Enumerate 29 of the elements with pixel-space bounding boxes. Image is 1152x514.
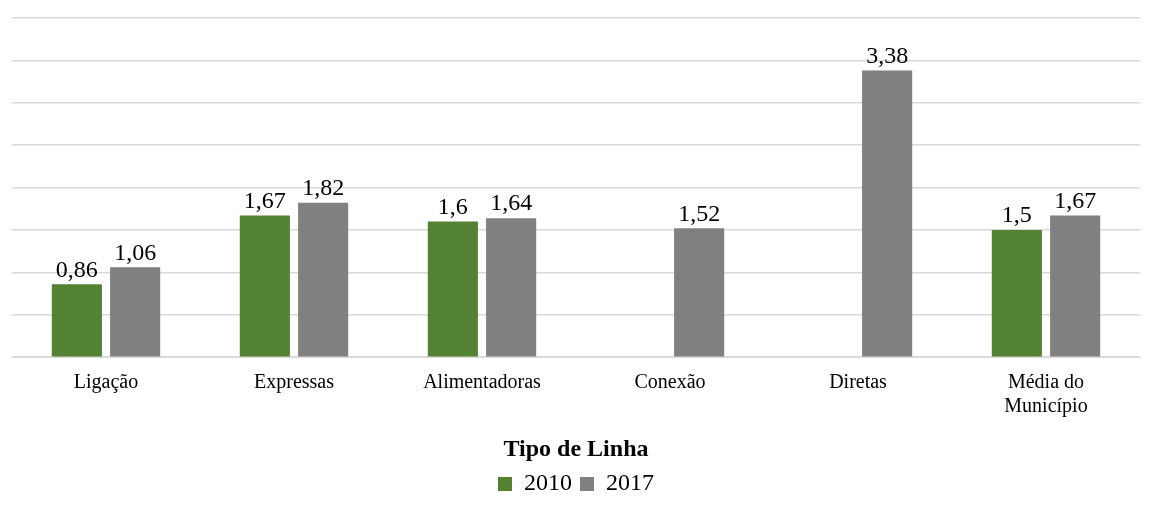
legend-label: 2017 bbox=[606, 469, 654, 496]
legend-label: 2010 bbox=[524, 469, 572, 496]
data-label: 1,82 bbox=[302, 174, 345, 201]
x-tick-label: Alimentadoras bbox=[423, 370, 542, 393]
bar bbox=[1050, 215, 1101, 357]
x-axis-title: Tipo de Linha bbox=[503, 434, 649, 461]
bar bbox=[991, 230, 1042, 357]
bar bbox=[862, 70, 913, 357]
data-label: 1,06 bbox=[114, 238, 157, 265]
x-tick-label: Média do Município bbox=[1004, 370, 1088, 418]
bar bbox=[486, 218, 537, 357]
x-tick-label: Ligação bbox=[73, 370, 139, 394]
bar bbox=[298, 202, 349, 357]
bar bbox=[110, 267, 161, 357]
bar bbox=[51, 284, 102, 357]
bar bbox=[427, 221, 478, 357]
x-tick-label: Conexão bbox=[634, 370, 706, 393]
data-label: 1,67 bbox=[243, 186, 286, 213]
x-tick-label: Expressas bbox=[254, 370, 335, 394]
bar bbox=[674, 228, 725, 357]
data-label: 3,38 bbox=[866, 41, 909, 68]
x-tick-label: Diretas bbox=[829, 370, 888, 393]
bar bbox=[239, 215, 290, 357]
data-label: 1,6 bbox=[437, 192, 468, 219]
data-label: 1,67 bbox=[1054, 186, 1097, 213]
data-label: 1,5 bbox=[1001, 201, 1032, 228]
data-label: 1,52 bbox=[678, 199, 721, 226]
data-label: 0,86 bbox=[55, 255, 98, 282]
data-label: 1,64 bbox=[490, 189, 533, 216]
